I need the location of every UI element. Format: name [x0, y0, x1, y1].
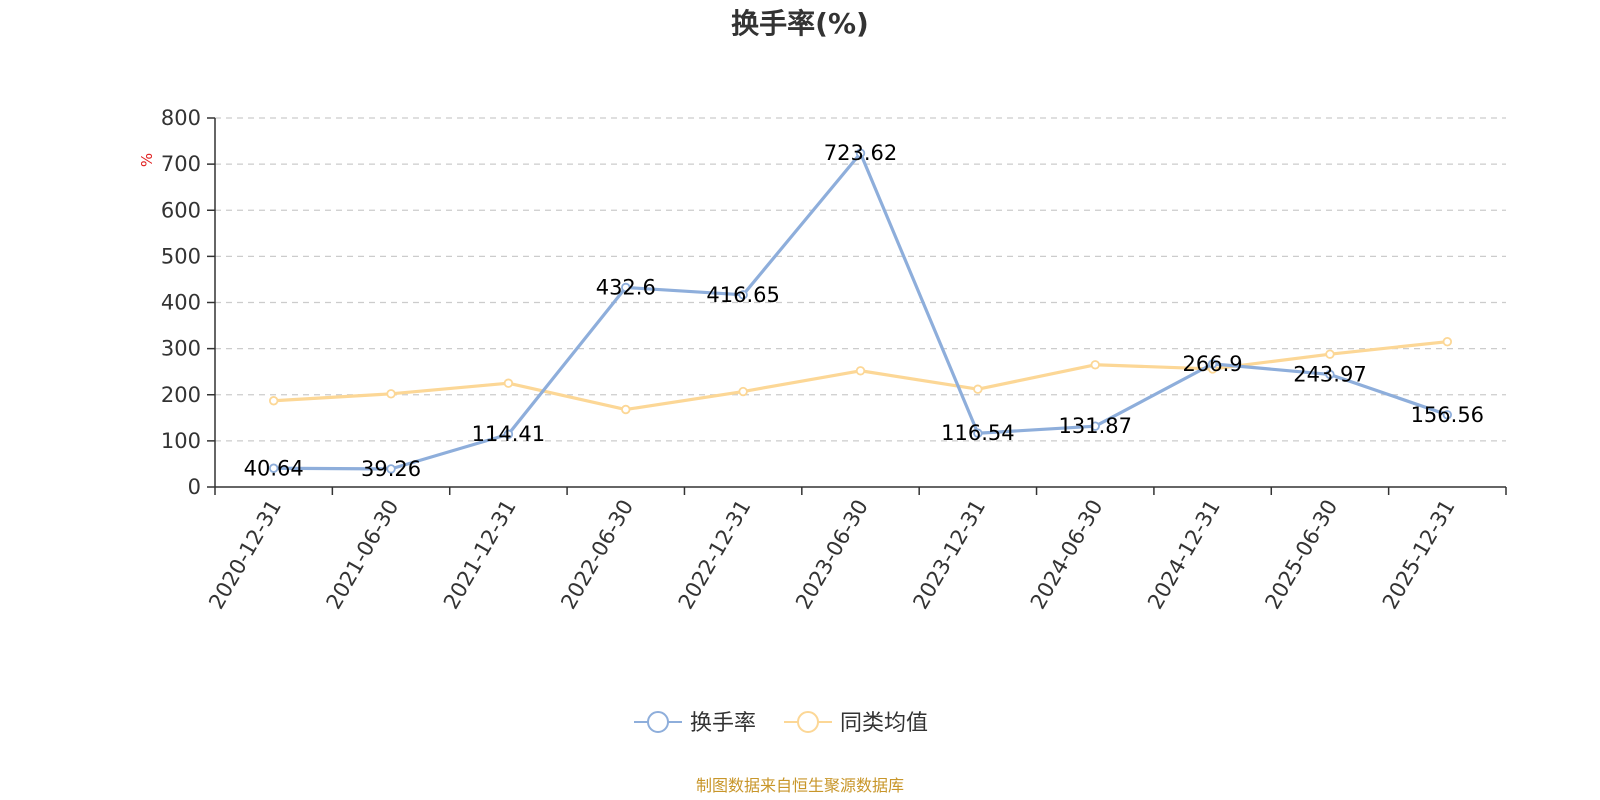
- legend-marker: [797, 711, 819, 733]
- legend[interactable]: 换手率 同类均值: [634, 711, 928, 736]
- x-tick-label: 2022-06-30: [556, 496, 638, 614]
- y-tick-label: 500: [161, 244, 201, 268]
- y-axis-unit-label: %: [138, 153, 156, 167]
- x-tick-label: 2021-12-31: [439, 496, 521, 614]
- data-label: 723.62: [824, 141, 897, 165]
- data-label: 156.56: [1411, 403, 1484, 427]
- y-tick-label: 0: [188, 475, 201, 499]
- source-note: 制图数据来自恒生聚源数据库: [696, 776, 904, 795]
- data-point: [1325, 369, 1335, 380]
- data-label: 416.65: [706, 283, 779, 307]
- legend-marker: [647, 711, 669, 733]
- data-point: [1090, 360, 1100, 370]
- x-tick-label: 2020-12-31: [204, 496, 286, 614]
- x-tick-label: 2023-06-30: [791, 496, 873, 614]
- legend-label: 同类均值: [840, 711, 928, 736]
- data-point: [621, 282, 631, 293]
- y-tick-label: 700: [161, 152, 201, 176]
- axes: 0 100 200 300 400 500 600 700 800 2020-12-31 2021-…: [161, 106, 1507, 614]
- data-point: [738, 290, 748, 300]
- data-point: [268, 396, 279, 406]
- data-point: [1442, 410, 1453, 420]
- data-point: [855, 148, 866, 158]
- data-label: 266.9: [1183, 352, 1243, 376]
- data-point: [621, 404, 631, 415]
- data-point: [1442, 337, 1453, 347]
- data-point: [738, 386, 748, 397]
- x-tick-label: 2024-06-30: [1026, 496, 1108, 614]
- data-labels: 40.64 39.26 114.41 432.6 416.65 723.62 116.54 1…: [244, 141, 1484, 481]
- chart-title: 换手率(%): [731, 7, 869, 40]
- data-label: 114.41: [472, 422, 545, 446]
- data-label: 243.97: [1293, 362, 1366, 386]
- x-tick-label: 2021-06-30: [322, 495, 404, 613]
- data-point: [1325, 349, 1335, 359]
- data-point: [386, 389, 396, 399]
- data-point: [503, 429, 514, 439]
- x-tick-label: 2025-06-30: [1260, 496, 1342, 614]
- data-point: [268, 463, 279, 473]
- y-tick-label: 300: [161, 337, 201, 361]
- data-label: 432.6: [596, 275, 656, 299]
- data-label: 131.87: [1058, 414, 1131, 438]
- data-label: 116.54: [941, 421, 1014, 445]
- series-line: [273, 151, 1448, 471]
- data-label: 40.64: [244, 456, 304, 480]
- legend-label: 换手率: [690, 711, 756, 736]
- x-tick-label: 2025-12-31: [1378, 496, 1460, 614]
- series-group: [268, 148, 1453, 474]
- x-tick-label: 2022-12-31: [674, 496, 756, 614]
- data-point: [973, 384, 983, 394]
- x-tick-label: 2023-12-31: [908, 496, 990, 614]
- x-tick-label: 2024-12-31: [1143, 496, 1225, 614]
- data-point: [503, 378, 514, 388]
- series-line: [273, 340, 1448, 412]
- data-point: [1207, 359, 1218, 369]
- y-tick-label: 200: [161, 383, 201, 407]
- data-point: [1090, 421, 1100, 431]
- y-tick-label: 600: [161, 198, 201, 222]
- data-label: 39.26: [361, 457, 421, 481]
- y-tick-label: 400: [161, 291, 201, 315]
- y-tick-label: 100: [161, 429, 201, 453]
- y-tick-label: 800: [161, 106, 201, 130]
- data-point: [386, 464, 396, 474]
- data-point: [973, 428, 983, 438]
- data-point: [855, 366, 866, 376]
